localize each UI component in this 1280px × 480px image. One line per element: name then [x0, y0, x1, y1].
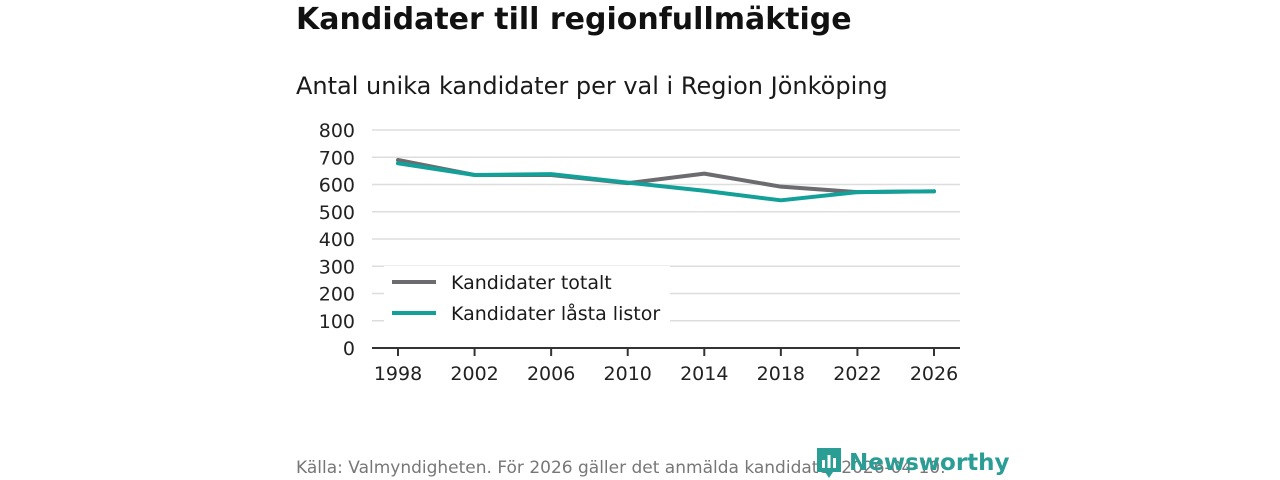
x-tick-label: 2022 [833, 363, 881, 385]
x-tick-label: 2014 [680, 363, 728, 385]
chart-subtitle: Antal unika kandidater per val i Region … [296, 72, 888, 100]
y-tick-label: 800 [319, 120, 355, 142]
y-tick-label: 300 [319, 256, 355, 278]
brand-name: Newsworthy [849, 450, 1010, 476]
y-tick-label: 700 [319, 147, 355, 169]
x-tick-label: 2018 [757, 363, 805, 385]
bar-chart-logo-icon [817, 448, 841, 478]
x-tick-label: 2006 [527, 363, 575, 385]
series-line-2 [396, 161, 936, 203]
y-tick-label: 500 [319, 202, 355, 224]
y-tick-label: 400 [319, 229, 355, 251]
newsworthy-logo: Newsworthy [815, 446, 1010, 480]
legend-label: Kandidater totalt [451, 272, 612, 294]
legend-background [384, 266, 670, 330]
legend-label: Kandidater låsta listor [451, 302, 660, 325]
x-tick-label: 2010 [604, 363, 652, 385]
x-tick-label: 2002 [450, 363, 498, 385]
x-tick-label: 2026 [910, 363, 958, 385]
y-tick-label: 200 [319, 284, 355, 306]
source-note: Källa: Valmyndigheten. För 2026 gäller d… [296, 458, 946, 478]
x-tick-label: 1998 [374, 363, 422, 385]
chart-title: Kandidater till regionfullmäktige [296, 2, 852, 37]
y-tick-label: 600 [319, 175, 355, 197]
y-tick-label: 100 [319, 311, 355, 333]
y-tick-label: 0 [343, 338, 355, 360]
